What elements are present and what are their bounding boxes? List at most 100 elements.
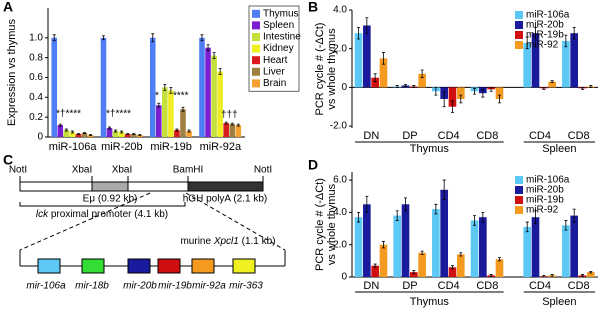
error-bar	[108, 126, 112, 130]
panel-label: B	[308, 0, 318, 15]
error-bar	[589, 270, 593, 274]
error-bar	[489, 86, 493, 92]
error-bar	[542, 86, 546, 90]
polya-segment	[187, 181, 264, 192]
bar	[149, 37, 156, 138]
error-bar	[224, 121, 228, 125]
error-bar	[412, 85, 416, 88]
bar	[186, 131, 192, 137]
site-label: BamHI	[173, 165, 204, 176]
legend-label: Kidney	[263, 43, 294, 54]
bar	[523, 42, 532, 88]
x-tick-label: miR-20b	[101, 141, 143, 153]
error-bar	[525, 36, 529, 50]
gene-label: mir-18b	[75, 281, 109, 292]
error-bar	[212, 52, 216, 60]
x-tick-label: miR-92a	[200, 141, 242, 153]
error-bar	[564, 34, 568, 48]
error-bar	[534, 210, 538, 225]
bar	[81, 133, 88, 137]
bar	[162, 87, 168, 137]
legend-swatch	[515, 176, 523, 184]
error-bar	[70, 130, 74, 134]
error-bar	[52, 34, 56, 42]
error-bar	[404, 84, 408, 87]
error-bar	[550, 274, 554, 277]
locus-label: murine Xpcl1 (1.1 kb)	[180, 236, 275, 247]
enhancer-segment	[91, 181, 129, 192]
y-tick-label: 0	[37, 132, 43, 143]
bar	[199, 37, 205, 138]
promoter-gene: lck	[36, 209, 49, 220]
error-bar	[459, 94, 463, 104]
annotation: *†****	[56, 109, 81, 120]
bar	[223, 123, 229, 137]
error-bar	[442, 90, 446, 108]
bar	[531, 217, 540, 277]
y-tick-label: 0	[341, 82, 347, 93]
annotation: *†****	[106, 109, 131, 120]
y-tick-label: 2.0	[333, 43, 347, 54]
group-label: Thymus	[410, 296, 450, 308]
x-tick-label: CD8	[568, 130, 590, 142]
error-bar	[169, 86, 173, 94]
error-bar	[572, 208, 576, 223]
group-label: Spleen	[542, 143, 576, 155]
bar	[379, 58, 388, 88]
y-tick-label: -2.0	[330, 121, 348, 132]
bar	[106, 128, 113, 137]
error-bar	[101, 35, 105, 41]
legend-label: Liver	[263, 66, 285, 77]
bar	[51, 37, 58, 138]
error-bar	[82, 132, 86, 134]
error-bar	[373, 73, 377, 82]
bar	[570, 33, 579, 88]
bar	[523, 226, 532, 277]
y-tick-label: 0.4	[29, 92, 43, 103]
y-tick-label: 0.6	[29, 72, 43, 83]
x-tick-label: CD4	[438, 130, 460, 142]
locus-bracket	[19, 250, 286, 266]
x-tick-label: CD4	[529, 130, 551, 142]
legend-label: Intestine	[263, 32, 301, 43]
gene-box	[157, 258, 181, 274]
error-bar	[357, 27, 361, 40]
error-bar	[132, 133, 136, 135]
y-axis-label: Expression vs thymus	[6, 19, 18, 126]
site-label: XbaI	[112, 165, 133, 176]
error-bar	[114, 129, 118, 133]
x-tick-label: DP	[402, 130, 417, 142]
bar	[562, 225, 570, 277]
gene-label: mir-92a	[192, 281, 226, 292]
legend-swatch	[252, 67, 260, 76]
x-tick-label: CD8	[476, 280, 498, 292]
y-axis-label: vs whole thymus	[326, 183, 338, 265]
bar	[100, 37, 107, 138]
legend-label: miR-20b	[526, 185, 564, 196]
error-bar	[58, 123, 62, 127]
error-bar	[534, 27, 538, 40]
promoter-bracket	[19, 202, 186, 207]
bar	[211, 55, 217, 137]
error-bar	[381, 241, 385, 249]
bar	[371, 77, 379, 88]
error-bar	[450, 100, 454, 113]
legend-swatch	[252, 21, 260, 30]
y-tick-label: 4.0	[333, 207, 347, 218]
legend-label: Heart	[263, 55, 288, 66]
y-tick-label: 0.8	[29, 52, 43, 63]
gene-box	[81, 258, 105, 274]
bar	[363, 204, 371, 277]
error-bar	[395, 85, 399, 88]
bar	[130, 134, 137, 137]
error-bar	[420, 250, 424, 255]
legend-label: miR-106a	[526, 10, 570, 21]
legend-swatch	[252, 33, 260, 41]
error-bar	[450, 265, 454, 270]
bar	[75, 134, 82, 137]
bar	[229, 124, 236, 137]
locus-prefix: murine	[180, 236, 211, 247]
bar	[448, 267, 457, 277]
bar	[586, 272, 595, 277]
